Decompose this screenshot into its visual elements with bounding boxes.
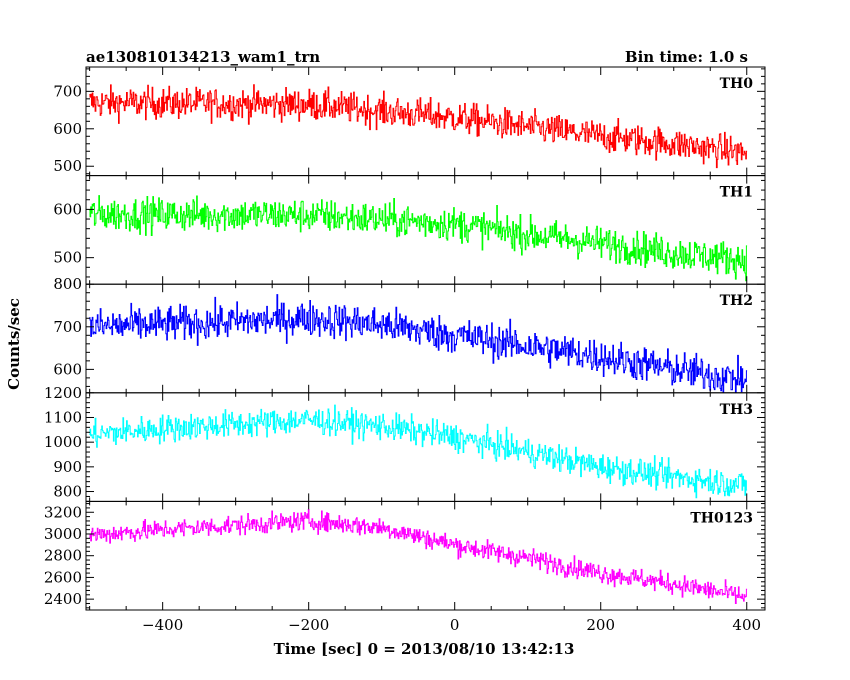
y-tick-label: 1200 bbox=[44, 384, 82, 402]
series-line-th0123 bbox=[89, 509, 748, 604]
panel-th2: 600 700 800 TH2 bbox=[53, 275, 766, 394]
bin-time-label: Bin time: 1.0 s bbox=[625, 48, 748, 66]
panel-th3: 800 900 1000 1100 1200 TH3 bbox=[44, 384, 766, 502]
y-tick-label: 600 bbox=[53, 120, 82, 138]
y-tick-label: 1100 bbox=[44, 408, 82, 426]
y-tick-label: 900 bbox=[53, 458, 82, 476]
y-tick-label: 800 bbox=[53, 483, 82, 501]
series-line-th1 bbox=[89, 195, 748, 282]
panel-th0123: 2400 2600 2800 3000 3200 TH0123 bbox=[44, 500, 766, 611]
panel-label: TH2 bbox=[720, 293, 753, 309]
y-tick-label: 2800 bbox=[44, 547, 82, 565]
y-tick-label: 2400 bbox=[44, 590, 82, 608]
y-tick-label: 700 bbox=[53, 82, 82, 100]
y-tick-label: 600 bbox=[53, 200, 82, 218]
chart-title: ae130810134213_wam1_trn bbox=[86, 48, 320, 66]
panel-frame bbox=[85, 283, 766, 394]
y-tick-label: 600 bbox=[53, 360, 82, 378]
panel-label: TH3 bbox=[720, 402, 753, 418]
y-tick-label: 2600 bbox=[44, 568, 82, 586]
y-axis-label: Counts/sec bbox=[5, 298, 23, 390]
x-tick-label: 200 bbox=[586, 616, 615, 634]
panel-frame bbox=[85, 500, 766, 611]
y-tick-label: 700 bbox=[53, 318, 82, 336]
series-line-th2 bbox=[89, 294, 748, 393]
panel-label: TH0123 bbox=[690, 510, 753, 526]
y-tick-label: 1000 bbox=[44, 433, 82, 451]
y-tick-label: 500 bbox=[53, 157, 82, 175]
y-tick-label: 500 bbox=[53, 249, 82, 267]
series-line-th0 bbox=[89, 84, 748, 169]
x-axis-label: Time [sec] 0 = 2013/08/10 13:42:13 bbox=[274, 640, 575, 658]
panel-th1: 500 600 TH1 bbox=[53, 175, 766, 285]
series-line-th3 bbox=[89, 404, 748, 499]
panel-frame bbox=[85, 392, 766, 502]
panel-label: TH1 bbox=[720, 185, 753, 201]
panel-frame bbox=[85, 66, 766, 177]
x-tick-label: −200 bbox=[288, 616, 329, 634]
panel-label: TH0 bbox=[720, 76, 754, 92]
panels-group: 500 600 700 TH0 500 600 TH1 600 700 800 TH2 800 900 1… bbox=[44, 66, 766, 634]
x-tick-label: 0 bbox=[450, 616, 460, 634]
y-tick-label: 800 bbox=[53, 275, 82, 293]
panel-th0: 500 600 700 TH0 bbox=[53, 66, 766, 177]
y-tick-label: 3000 bbox=[44, 525, 82, 543]
y-tick-label: 3200 bbox=[44, 503, 82, 521]
x-tick-label: 400 bbox=[732, 616, 761, 634]
x-tick-label: −400 bbox=[142, 616, 183, 634]
